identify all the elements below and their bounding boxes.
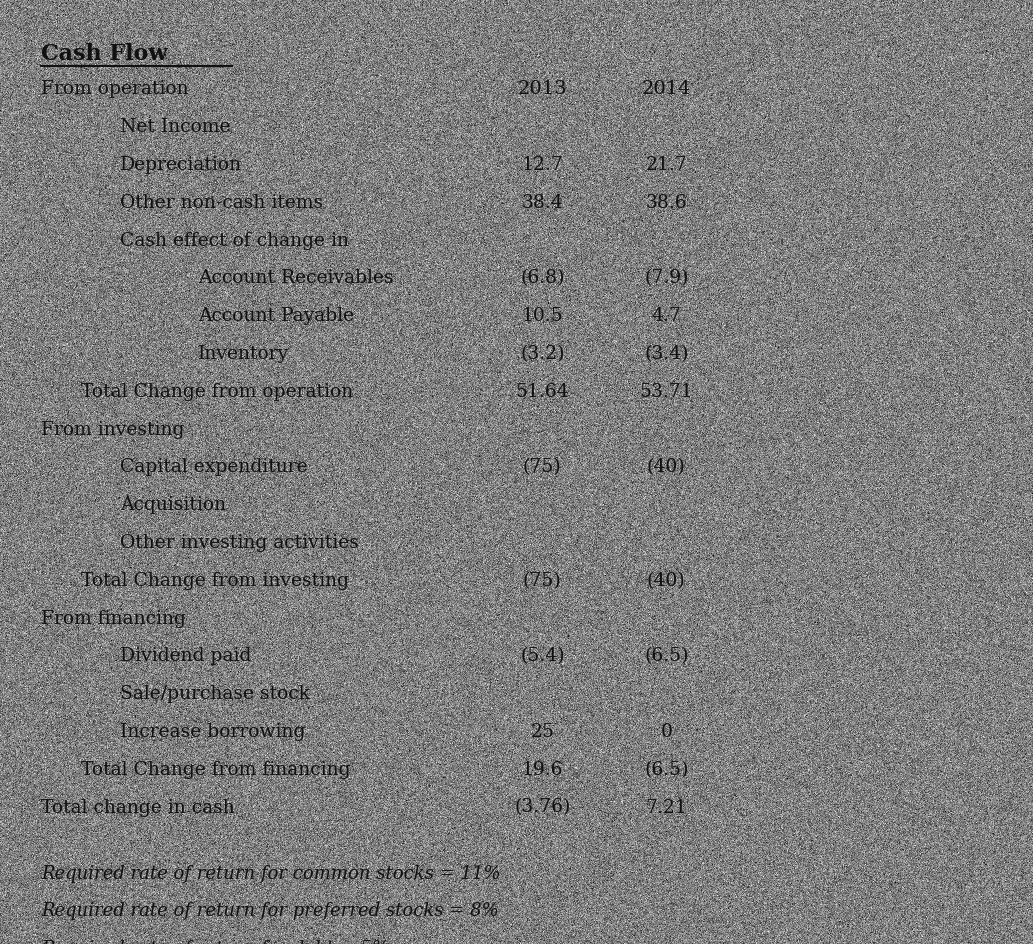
Text: Required rate of return for common stocks = 11%: Required rate of return for common stock… bbox=[41, 864, 501, 882]
Text: (40): (40) bbox=[647, 571, 686, 589]
Text: 12.7: 12.7 bbox=[522, 156, 563, 174]
Text: Sale/purchase stock: Sale/purchase stock bbox=[120, 684, 310, 702]
Text: Acquisition: Acquisition bbox=[120, 496, 226, 514]
Text: (3.2): (3.2) bbox=[520, 345, 565, 362]
Text: (5.4): (5.4) bbox=[520, 647, 565, 665]
Text: 10.5: 10.5 bbox=[522, 307, 563, 325]
Text: (6.5): (6.5) bbox=[644, 647, 689, 665]
Text: Total change in cash: Total change in cash bbox=[41, 798, 236, 816]
Text: Inventory: Inventory bbox=[198, 345, 289, 362]
Text: 25: 25 bbox=[530, 722, 555, 740]
Text: Cash Flow: Cash Flow bbox=[41, 42, 168, 64]
Text: Cash effect of change in: Cash effect of change in bbox=[120, 231, 349, 249]
Text: (3.76): (3.76) bbox=[514, 798, 570, 816]
Text: (3.4): (3.4) bbox=[644, 345, 689, 362]
Text: (6.8): (6.8) bbox=[520, 269, 565, 287]
Text: Total Change from operation: Total Change from operation bbox=[81, 382, 353, 400]
Text: 0: 0 bbox=[660, 722, 672, 740]
Text: (75): (75) bbox=[523, 458, 562, 476]
Text: Total Change from investing: Total Change from investing bbox=[81, 571, 348, 589]
Text: Total Change from financing: Total Change from financing bbox=[81, 760, 350, 778]
Text: (6.5): (6.5) bbox=[644, 760, 689, 778]
Text: 21.7: 21.7 bbox=[646, 156, 687, 174]
Text: 19.6: 19.6 bbox=[522, 760, 563, 778]
Text: Capital expenditure: Capital expenditure bbox=[120, 458, 308, 476]
Text: Account Receivables: Account Receivables bbox=[198, 269, 394, 287]
Text: 51.64: 51.64 bbox=[515, 382, 569, 400]
Text: (75): (75) bbox=[523, 571, 562, 589]
Text: (7.9): (7.9) bbox=[644, 269, 689, 287]
Text: Dividend paid: Dividend paid bbox=[120, 647, 251, 665]
Text: 7.21: 7.21 bbox=[646, 798, 687, 816]
Text: 38.6: 38.6 bbox=[646, 194, 687, 211]
Text: Account Payable: Account Payable bbox=[198, 307, 354, 325]
Text: Depreciation: Depreciation bbox=[120, 156, 242, 174]
Text: Required rate of return for preferred stocks = 8%: Required rate of return for preferred st… bbox=[41, 902, 499, 919]
Text: 4.7: 4.7 bbox=[652, 307, 681, 325]
Text: Required rate of return for debt = 5%: Required rate of return for debt = 5% bbox=[41, 939, 389, 944]
Text: Net Income: Net Income bbox=[120, 118, 230, 136]
Text: 53.71: 53.71 bbox=[639, 382, 693, 400]
Text: From financing: From financing bbox=[41, 609, 186, 627]
Text: Other non-cash items: Other non-cash items bbox=[120, 194, 323, 211]
Text: Other investing activities: Other investing activities bbox=[120, 533, 358, 551]
Text: Increase borrowing: Increase borrowing bbox=[120, 722, 305, 740]
Text: 38.4: 38.4 bbox=[522, 194, 563, 211]
Text: 2014: 2014 bbox=[641, 80, 691, 98]
Text: From operation: From operation bbox=[41, 80, 189, 98]
Text: 2013: 2013 bbox=[518, 80, 567, 98]
Text: From investing: From investing bbox=[41, 420, 185, 438]
Text: (40): (40) bbox=[647, 458, 686, 476]
